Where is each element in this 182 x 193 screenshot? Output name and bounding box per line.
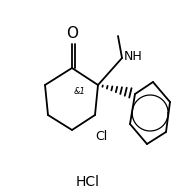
Text: Cl: Cl <box>96 130 108 144</box>
Text: &1: &1 <box>73 86 85 96</box>
Text: HCl: HCl <box>76 175 100 189</box>
Text: O: O <box>66 25 78 41</box>
Text: NH: NH <box>124 51 143 63</box>
